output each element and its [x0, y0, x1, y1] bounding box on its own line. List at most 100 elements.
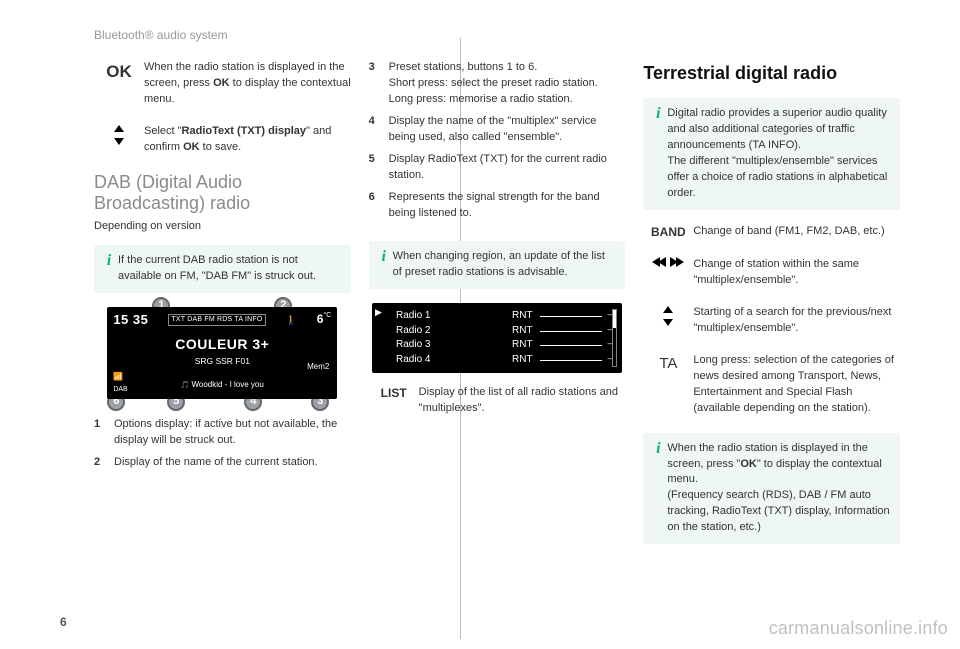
- updown-text: Select "RadioText (TXT) display" and con…: [144, 124, 351, 156]
- triangle-down-icon: [114, 138, 124, 145]
- depending-text: Depending on version: [94, 219, 351, 235]
- dab-track: Woodkid - I love you: [113, 379, 331, 391]
- triangle-down-icon: [663, 319, 673, 326]
- ta-instruction: TA Long press: selection of the categori…: [643, 353, 900, 417]
- watermark: carmanualsonline.info: [769, 618, 948, 639]
- list-item: 2Display of the name of the current stat…: [94, 455, 351, 471]
- dab-person-icon: 🚶: [286, 314, 297, 327]
- list-label: LIST: [369, 385, 419, 402]
- col2-list: 3Preset stations, buttons 1 to 6. Short …: [369, 60, 626, 221]
- ud-b2: OK: [183, 141, 200, 153]
- column-1: OK When the radio station is displayed i…: [94, 60, 351, 599]
- dab-tags: TXT DAB FM RDS TA INFO: [168, 314, 265, 326]
- radio-code: RNT: [512, 309, 540, 324]
- page-header: Bluetooth® audio system: [94, 28, 228, 42]
- radio-name: Radio 1: [396, 309, 512, 324]
- dab-multiplex: SRG SSR F01: [113, 355, 331, 367]
- bar: [540, 316, 602, 317]
- seek-icon: [643, 257, 693, 273]
- radio-name: Radio 2: [396, 324, 512, 339]
- ud-post: to save.: [200, 141, 242, 153]
- terrestrial-heading: Terrestrial digital radio: [643, 60, 900, 86]
- band-instruction: BAND Change of band (FM1, FM2, DAB, etc.…: [643, 224, 900, 241]
- content-columns: OK When the radio station is displayed i…: [94, 60, 900, 599]
- cursor-icon: ▶: [375, 306, 382, 319]
- list-instruction: LIST Display of the list of all radio st…: [369, 385, 626, 417]
- dab-heading: DAB (Digital Audio Broadcasting) radio: [94, 172, 351, 215]
- dab-temp-unit: °C: [323, 312, 331, 319]
- ta-label: TA: [643, 353, 693, 375]
- list-item: 1Options display: if active but not avai…: [94, 417, 351, 449]
- info-ok-context: i When the radio station is displayed in…: [643, 433, 900, 545]
- dab-temp: 6°C: [317, 311, 332, 328]
- dab-top-bar: 15 35 TXT DAB FM RDS TA INFO 🚶 6°C: [113, 311, 331, 330]
- radio-names: Radio 1 Radio 2 Radio 3 Radio 4: [382, 309, 512, 367]
- radio-name: Radio 3: [396, 338, 512, 353]
- radio-code: RNT: [512, 353, 540, 368]
- bar: [540, 345, 602, 346]
- radio-list-screen: ▶ Radio 1 Radio 2 Radio 3 Radio 4 RNT– R…: [372, 303, 622, 373]
- updown-instruction: Select "RadioText (TXT) display" and con…: [94, 124, 351, 156]
- bar: [540, 360, 602, 361]
- item-num: 4: [369, 114, 389, 146]
- ok-text-bold: OK: [213, 77, 230, 89]
- dab-station-name: COULEUR 3+: [113, 334, 331, 354]
- info-digital-radio: i Digital radio provides a superior audi…: [643, 98, 900, 210]
- radio-code: RNT: [512, 338, 540, 353]
- column-2: 3Preset stations, buttons 1 to 6. Short …: [369, 60, 626, 599]
- ok-label: OK: [94, 60, 144, 85]
- dab-signal-icon: 📶: [113, 371, 123, 383]
- info-icon: i: [649, 106, 667, 122]
- list-item: 6Represents the signal strength for the …: [369, 190, 626, 222]
- radio-name: Radio 4: [396, 353, 512, 368]
- info-icon: i: [649, 441, 667, 457]
- seek-instruction: Change of station within the same "multi…: [643, 257, 900, 289]
- triangle-right-icon: [676, 257, 684, 267]
- item-num: 6: [369, 190, 389, 222]
- info-icon: i: [100, 253, 118, 269]
- item-num: 3: [369, 60, 389, 108]
- info-text: Digital radio provides a superior audio …: [667, 106, 890, 202]
- item-num: 1: [94, 417, 114, 449]
- dab-screen: 15 35 TXT DAB FM RDS TA INFO 🚶 6°C COULE…: [107, 307, 337, 399]
- bar: [540, 331, 602, 332]
- column-3: Terrestrial digital radio i Digital radi…: [643, 60, 900, 599]
- scrollbar: [612, 309, 617, 367]
- band-label: BAND: [643, 224, 693, 241]
- item-text: Display of the name of the current stati…: [114, 455, 351, 471]
- info-dab-fm: i If the current DAB radio station is no…: [94, 245, 351, 293]
- ud-b1: RadioText (TXT) display: [182, 125, 306, 137]
- info-icon: i: [375, 249, 393, 265]
- radio-codes: RNT– RNT– RNT– RNT–: [512, 309, 612, 367]
- item-num: 5: [369, 152, 389, 184]
- ud-pre: Select ": [144, 125, 182, 137]
- ok-text: When the radio station is displayed in t…: [144, 60, 351, 108]
- triangle-left-icon: [658, 257, 666, 267]
- list-item: 5Display RadioText (TXT) for the current…: [369, 152, 626, 184]
- ok-instruction: OK When the radio station is displayed i…: [94, 60, 351, 108]
- ta-text: Long press: selection of the categories …: [693, 353, 900, 417]
- info-region: i When changing region, an update of the…: [369, 241, 626, 289]
- dab-screen-figure: 1 2 3 4 5 6 15 35 TXT DAB FM RDS TA INFO…: [97, 307, 347, 399]
- updown-icon: [94, 124, 144, 146]
- scroll-thumb: [613, 310, 616, 328]
- updown-text-2: Starting of a search for the previous/ne…: [693, 305, 900, 337]
- info-text: When the radio station is displayed in t…: [667, 441, 890, 537]
- dab-mem: Mem2: [307, 361, 329, 373]
- item-text: Preset stations, buttons 1 to 6. Short p…: [389, 60, 626, 108]
- item-text: Display RadioText (TXT) for the current …: [389, 152, 626, 184]
- col1-list: 1Options display: if active but not avai…: [94, 417, 351, 471]
- dab-label: DAB: [113, 385, 127, 395]
- updown-instruction-2: Starting of a search for the previous/ne…: [643, 305, 900, 337]
- info-text: If the current DAB radio station is not …: [118, 253, 341, 285]
- item-text: Display the name of the "multiplex" serv…: [389, 114, 626, 146]
- item-num: 2: [94, 455, 114, 471]
- band-text: Change of band (FM1, FM2, DAB, etc.): [693, 224, 900, 240]
- item-text: Options display: if active but not avail…: [114, 417, 351, 449]
- list-item: 4Display the name of the "multiplex" ser…: [369, 114, 626, 146]
- page-number: 6: [60, 615, 67, 629]
- list-text: Display of the list of all radio station…: [419, 385, 626, 417]
- item-text: Represents the signal strength for the b…: [389, 190, 626, 222]
- info-text: When changing region, an update of the l…: [393, 249, 616, 281]
- radio-code: RNT: [512, 324, 540, 339]
